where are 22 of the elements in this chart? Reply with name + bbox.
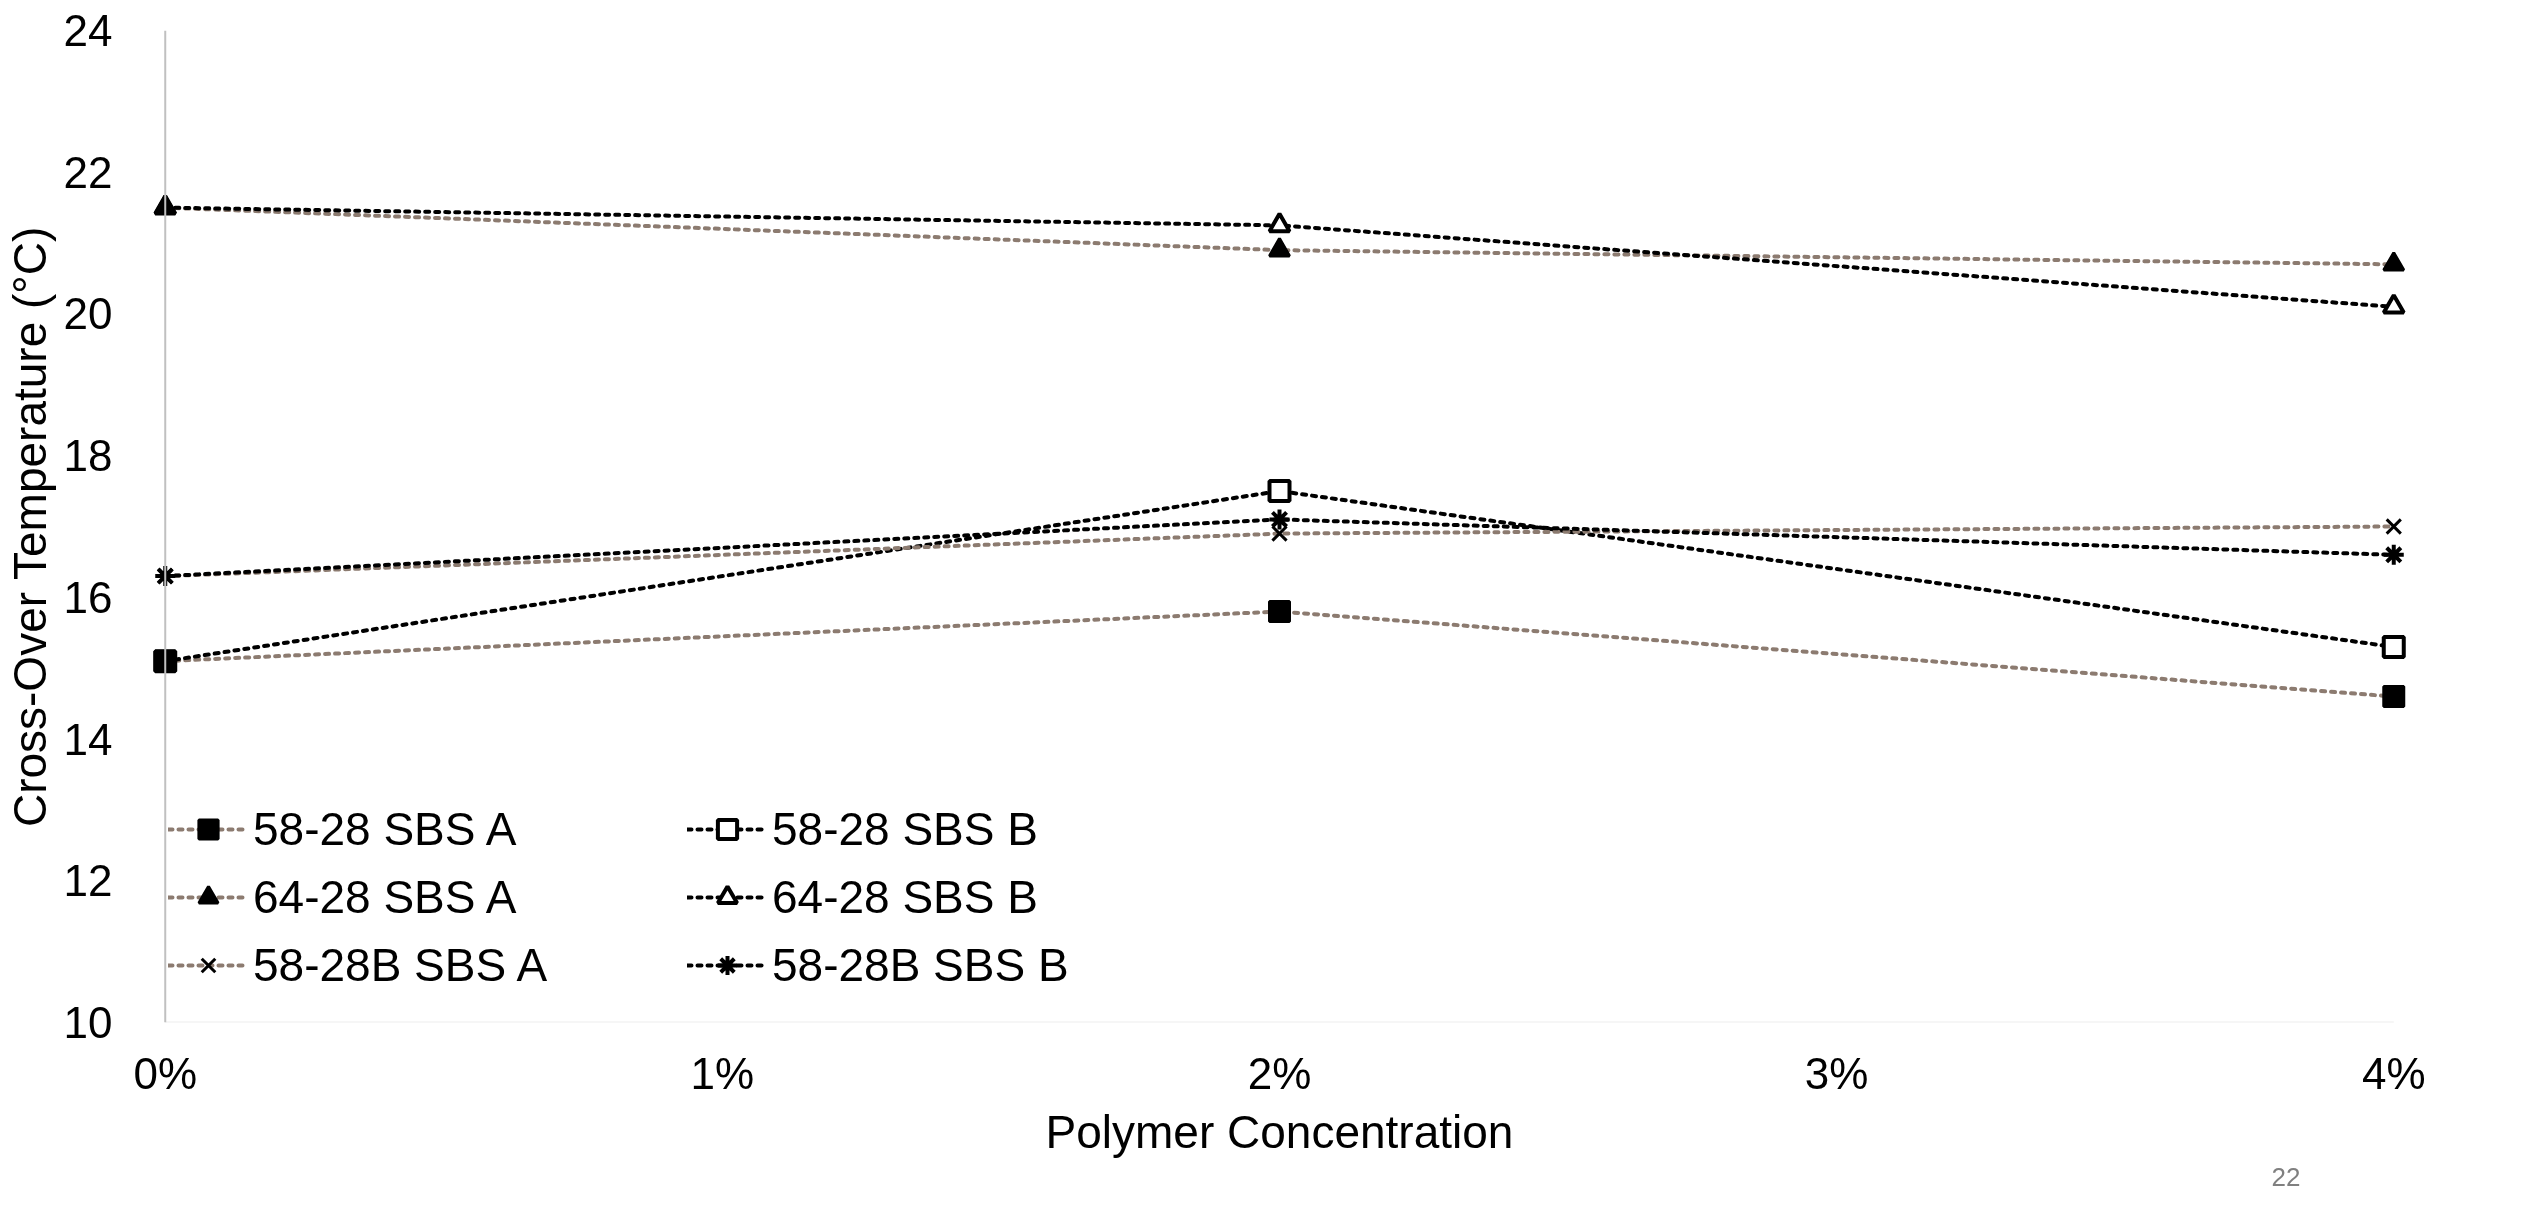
y-axis-title: Cross-Over Temperature (°C): [3, 226, 56, 828]
legend-label: 58-28B SBS A: [253, 938, 549, 992]
legend-label: 64-28 SBS B: [772, 870, 1039, 924]
x-tick-label: 0%: [133, 1048, 198, 1098]
text: 22: [2271, 1161, 2301, 1192]
y-tick-label: 20: [63, 289, 113, 339]
x-tick-label: 3%: [1804, 1048, 1869, 1098]
x-tick-label: 2%: [1247, 1048, 1312, 1098]
x-axis-title: Polymer Concentration: [1045, 1105, 1514, 1158]
y-tick-label: 24: [63, 6, 113, 55]
x-tick-label: 1%: [690, 1048, 755, 1098]
y-tick-label: 14: [63, 714, 113, 764]
legend-label: 58-28B SBS B: [772, 938, 1070, 992]
legend-label: 64-28 SBS A: [253, 870, 518, 924]
legend-label: 58-28 SBS B: [772, 802, 1039, 856]
y-tick-label: 18: [63, 431, 113, 481]
y-tick-label: 10: [63, 998, 113, 1047]
x-tick-label: 4%: [2361, 1048, 2426, 1098]
y-tick-label: 16: [63, 572, 113, 622]
legend-label: 58-28 SBS A: [253, 802, 518, 856]
y-tick-label: 22: [63, 147, 113, 197]
y-tick-label: 12: [63, 856, 113, 906]
